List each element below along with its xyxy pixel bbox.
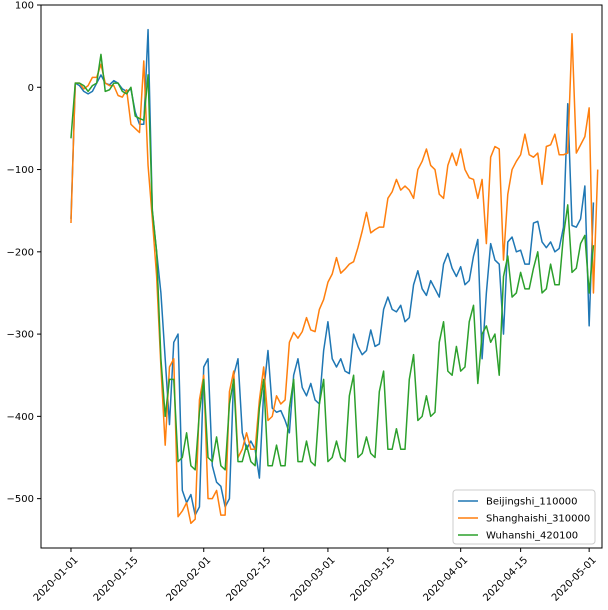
legend: Beijingshi_110000 Shanghaishi_310000 Wuhan…: [452, 489, 596, 545]
plot-lines: [70, 28, 599, 525]
legend-label-2: Wuhanshi_420100: [486, 531, 578, 542]
y-tick-label-4: −100: [7, 165, 34, 176]
x-tick-label-5: 2020-03-15: [349, 555, 398, 604]
x-tick-label-0: 2020-01-01: [32, 555, 81, 604]
plot-frame: [40, 4, 603, 549]
y-tick-label-5: 0: [28, 83, 34, 94]
x-tick-label-2: 2020-02-01: [165, 555, 214, 604]
y-tick-label-2: −300: [7, 330, 34, 341]
y-tick-label-3: −200: [7, 247, 34, 258]
legend-box: [452, 489, 596, 545]
y-tick-label-0: −500: [7, 494, 34, 505]
y-axis: −500 −400 −300 −200 −100 0 100: [7, 1, 41, 505]
x-tick-label-3: 2020-02-15: [224, 555, 273, 604]
x-tick-label-6: 2020-04-01: [421, 555, 470, 604]
y-tick-label-6: 100: [15, 1, 34, 12]
x-tick-label-4: 2020-03-01: [289, 555, 338, 604]
x-axis: 2020-01-01 2020-01-15 2020-02-01 2020-02-15…: [32, 548, 599, 604]
y-tick-label-1: −400: [7, 412, 34, 423]
x-tick-label-7: 2020-04-15: [481, 555, 530, 604]
x-tick-label-8: 2020-05-01: [550, 555, 599, 604]
legend-label-1: Shanghaishi_310000: [486, 514, 590, 525]
x-tick-label-1: 2020-01-15: [92, 555, 141, 604]
series-line-0: [70, 28, 595, 516]
legend-label-0: Beijingshi_110000: [486, 497, 578, 508]
series-line-2: [70, 53, 595, 471]
